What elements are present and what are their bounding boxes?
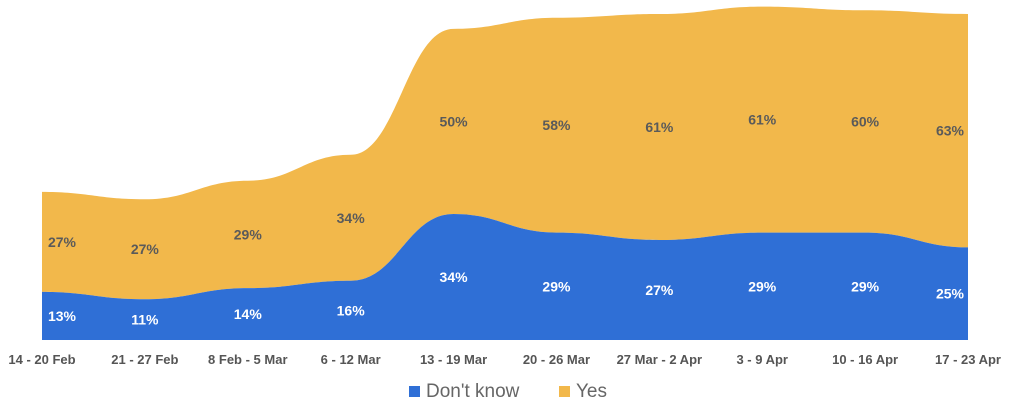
data-label-dont-know: 25% [936, 286, 965, 302]
x-tick-label: 21 - 27 Feb [111, 352, 178, 367]
data-label-yes: 61% [748, 112, 777, 128]
x-tick-label: 27 Mar - 2 Apr [617, 352, 703, 367]
x-tick-label: 13 - 19 Mar [420, 352, 487, 367]
data-label-yes: 29% [234, 226, 263, 242]
data-label-yes: 27% [131, 241, 160, 257]
data-label-dont-know: 27% [645, 282, 674, 298]
area-series-dont-know [42, 214, 968, 340]
areas-layer [42, 6, 968, 340]
legend: Don't know Yes [409, 381, 607, 402]
x-tick-label: 14 - 20 Feb [8, 352, 75, 367]
area-series-yes [42, 6, 968, 300]
x-tick-label: 6 - 12 Mar [321, 352, 381, 367]
data-label-yes: 61% [645, 119, 674, 135]
legend-label-yes: Yes [576, 381, 607, 402]
data-label-dont-know: 29% [851, 278, 880, 294]
x-axis: 14 - 20 Feb 21 - 27 Feb 8 Feb - 5 Mar 6 - 1… [8, 352, 1001, 367]
data-label-dont-know: 29% [542, 278, 571, 294]
data-label-yes: 58% [542, 117, 571, 133]
x-tick-label: 3 - 9 Apr [736, 352, 788, 367]
x-tick-label: 20 - 26 Mar [523, 352, 590, 367]
data-label-yes: 34% [337, 210, 366, 226]
data-label-yes: 50% [440, 113, 469, 129]
legend-swatch-dont-know [409, 386, 420, 397]
legend-label-dont-know: Don't know [426, 381, 520, 402]
data-label-dont-know: 13% [48, 308, 77, 324]
data-label-dont-know: 11% [131, 312, 159, 328]
data-labels-layer: 13% 27% 11% 27% 14% 29% 16% 34% 34% 50% 29% 58% 27% 6… [48, 112, 965, 328]
data-label-yes: 27% [48, 234, 77, 250]
x-tick-label: 17 - 23 Apr [935, 352, 1001, 367]
data-label-yes: 60% [851, 113, 880, 129]
x-tick-label: 8 Feb - 5 Mar [208, 352, 287, 367]
data-label-dont-know: 29% [748, 278, 777, 294]
legend-swatch-yes [559, 386, 570, 397]
data-label-dont-know: 34% [440, 269, 469, 285]
data-label-yes: 63% [936, 123, 965, 139]
x-tick-label: 10 - 16 Apr [832, 352, 898, 367]
data-label-dont-know: 16% [337, 302, 366, 318]
data-label-dont-know: 14% [234, 306, 263, 322]
